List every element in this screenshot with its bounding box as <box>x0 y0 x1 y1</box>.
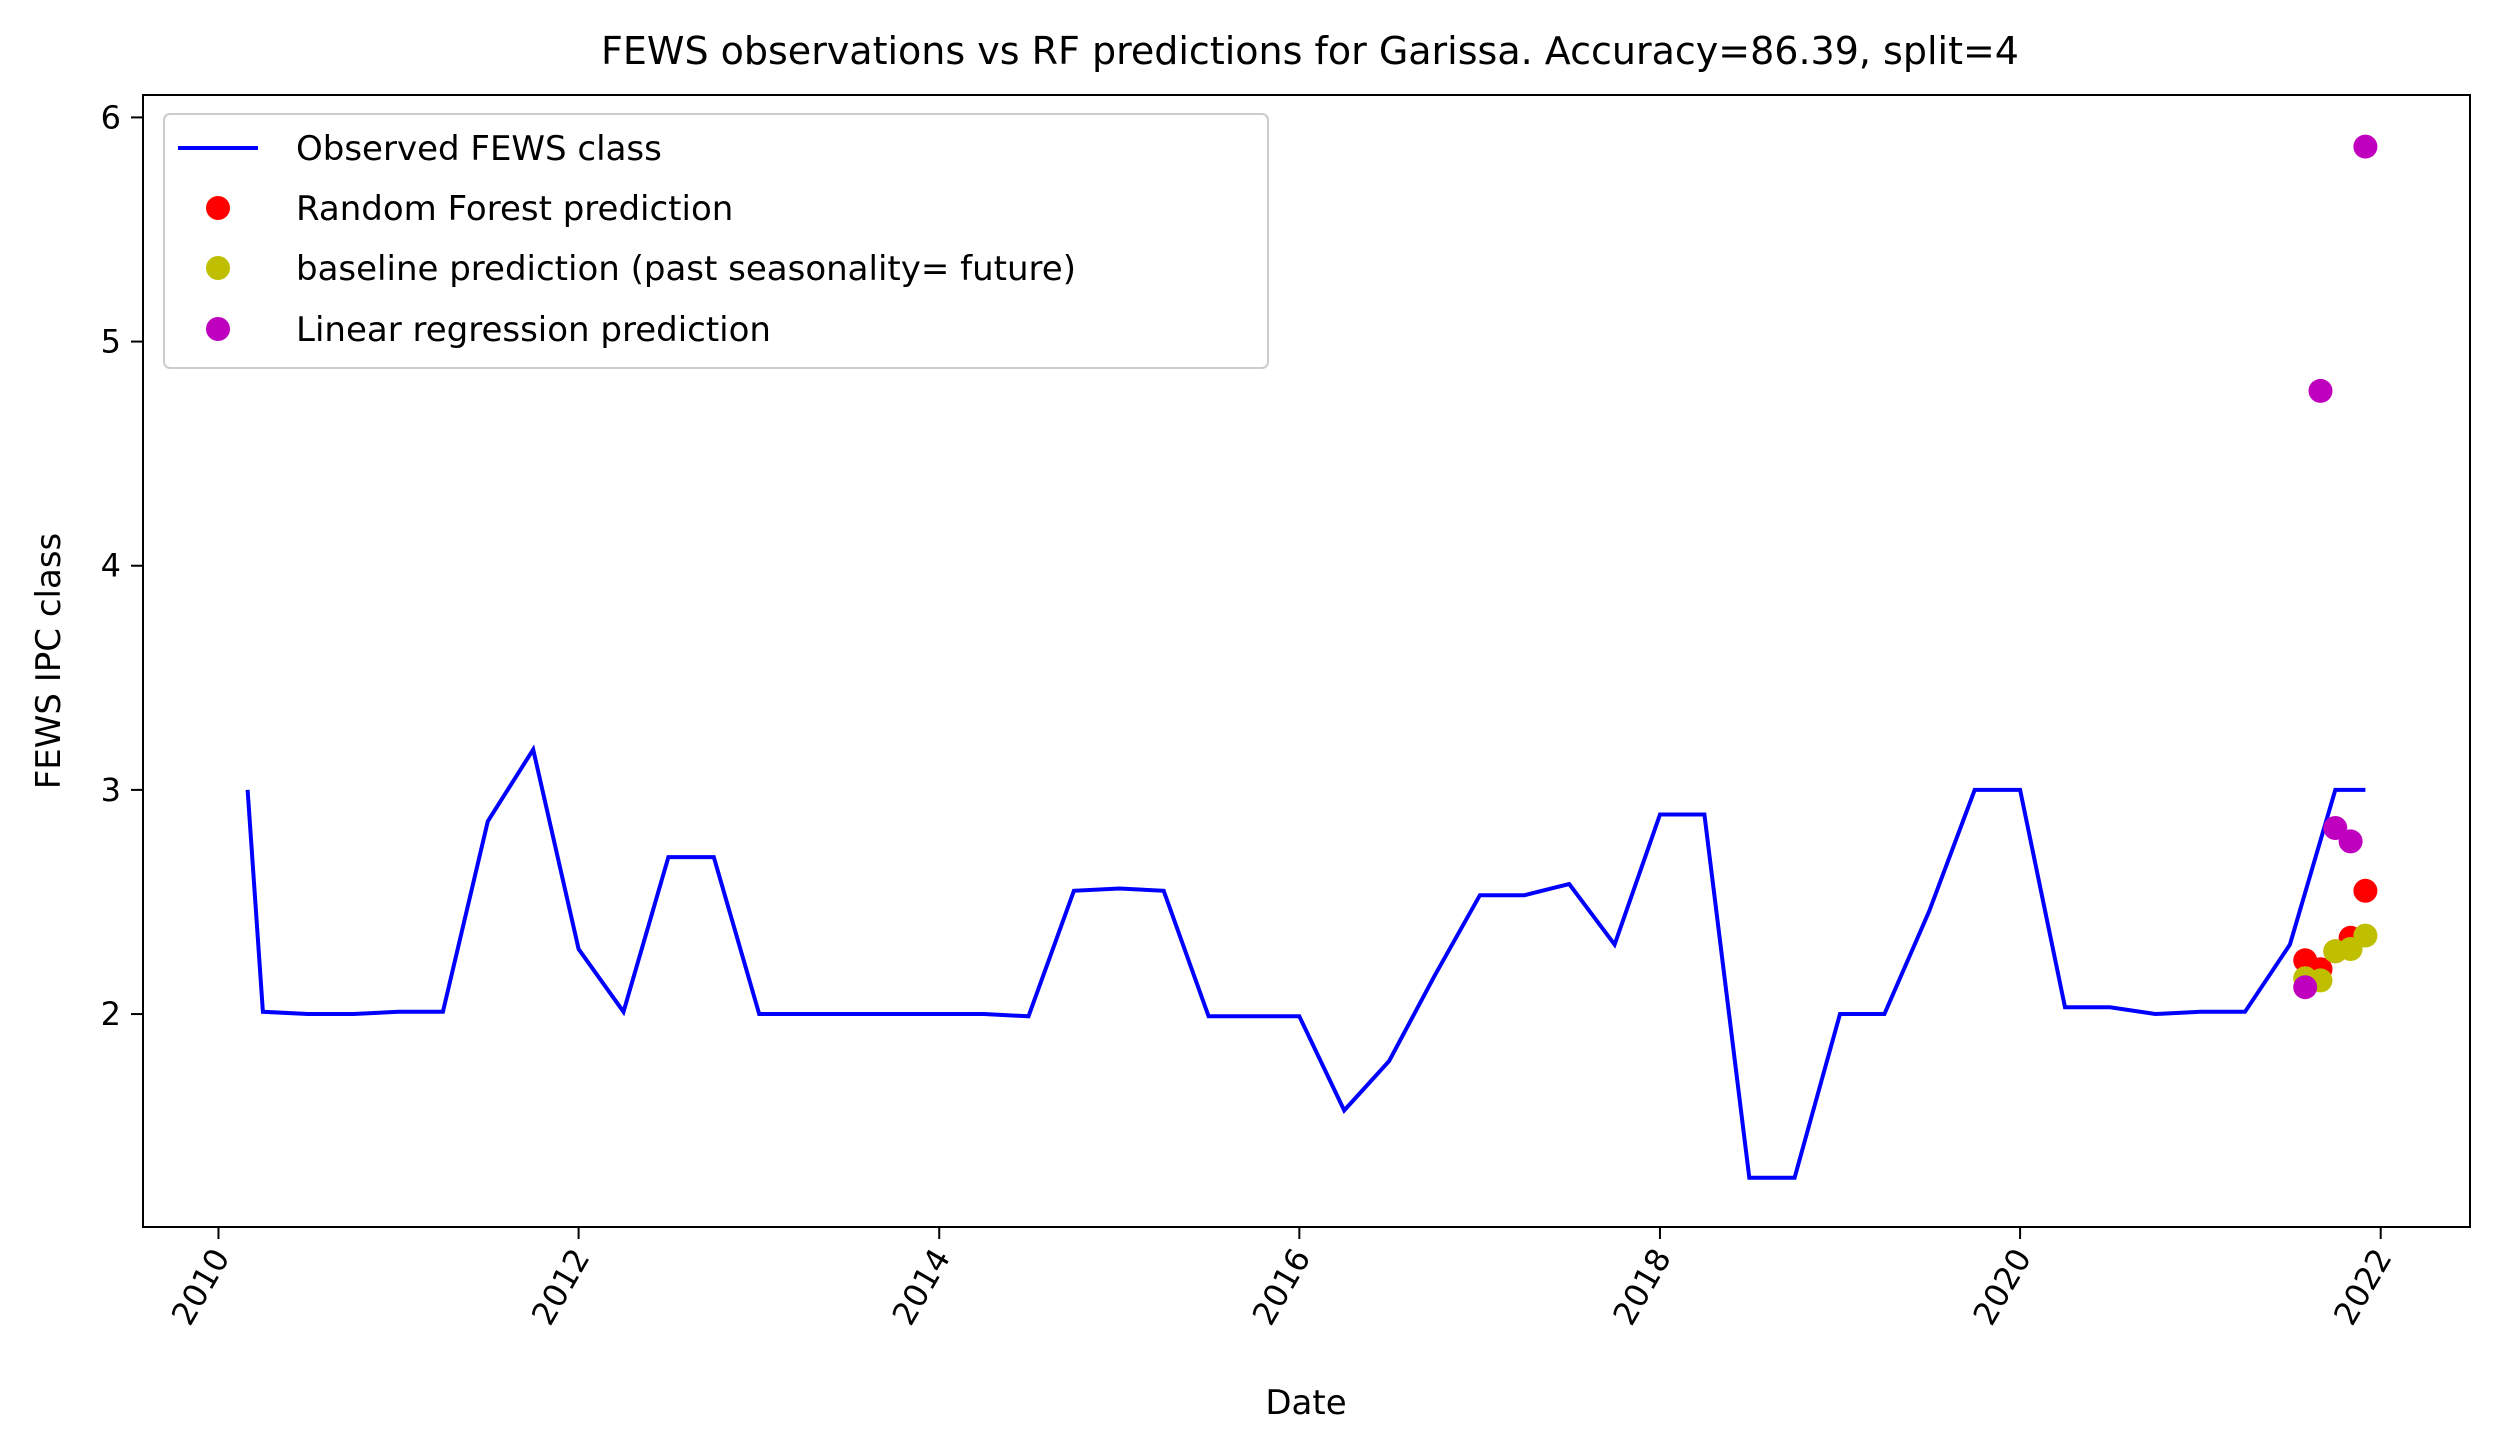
linreg-point <box>2353 134 2378 159</box>
legend: Observed FEWS class Random Forest predic… <box>163 113 1269 369</box>
legend-marker-rf <box>206 196 230 220</box>
y-tick-label: 3 <box>101 771 121 809</box>
x-tick-label: 2020 <box>1965 1242 2039 1332</box>
legend-frame <box>163 113 1269 369</box>
linreg-point <box>2338 829 2363 854</box>
x-axis: 2010 2012 2014 2016 2018 2020 2022 <box>164 1227 2400 1332</box>
y-tick-label: 4 <box>101 547 121 585</box>
linreg-point <box>2293 975 2318 1000</box>
legend-marker-linreg <box>206 317 230 341</box>
series-line-observed <box>245 744 2366 1180</box>
x-tick-label: 2012 <box>524 1242 598 1332</box>
x-axis-label: Date <box>1265 1383 1346 1423</box>
legend-label-rf: Random Forest prediction <box>296 189 733 229</box>
x-tick-label: 2018 <box>1605 1242 1679 1332</box>
x-tick-label: 2022 <box>2326 1242 2400 1332</box>
y-tick-label: 5 <box>101 323 121 361</box>
baseline-point <box>2353 923 2378 948</box>
x-tick-label: 2014 <box>885 1242 959 1332</box>
linreg-point <box>2308 378 2333 403</box>
y-tick-label: 6 <box>101 98 121 136</box>
x-tick-label: 2016 <box>1245 1242 1319 1332</box>
y-tick-label: 2 <box>101 995 121 1033</box>
rf-point <box>2353 878 2378 903</box>
y-axis: 2 3 4 5 6 <box>101 98 143 1033</box>
legend-marker-baseline <box>206 256 230 280</box>
legend-label-linreg: Linear regression prediction <box>296 310 771 350</box>
legend-label-observed: Observed FEWS class <box>296 129 662 169</box>
chart-title: FEWS observations vs RF predictions for … <box>601 29 2019 73</box>
x-tick-label: 2010 <box>164 1242 238 1332</box>
legend-label-baseline: baseline prediction (past seasonality= f… <box>296 249 1076 289</box>
plot-frame <box>142 94 2471 1228</box>
y-axis-label: FEWS IPC class <box>29 533 69 790</box>
plot-area <box>245 134 2378 1180</box>
